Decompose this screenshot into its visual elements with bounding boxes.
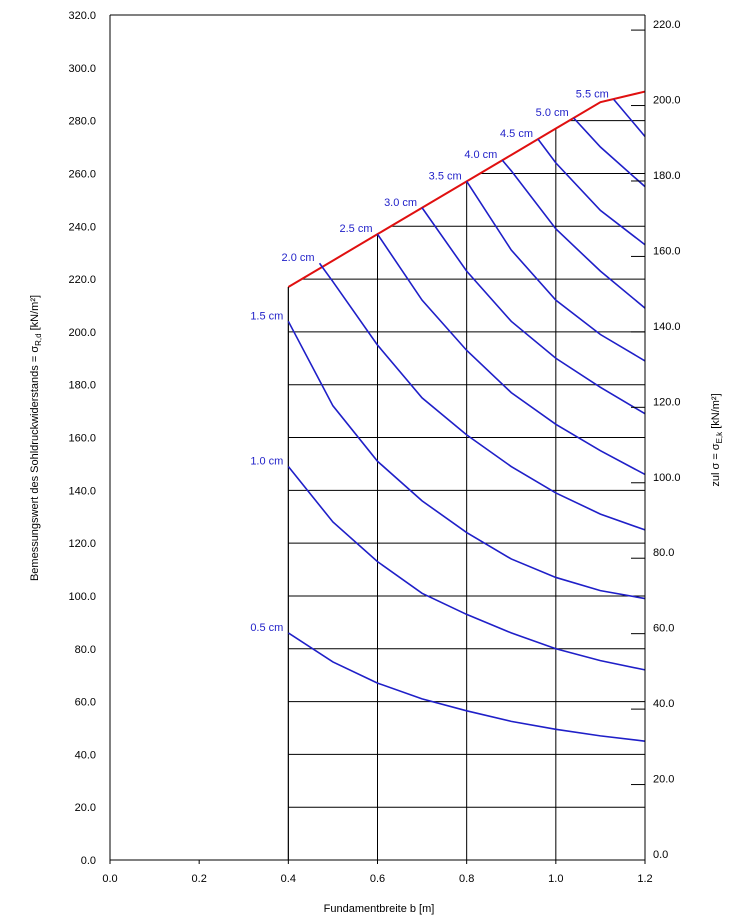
series-labels: 0.5 cm 1.0 cm 1.5 cm 2.0 cm 2.5 cm 3.0 cm 3.5 … <box>250 89 608 634</box>
y2-tick-labels: 0.0 20.0 40.0 60.0 80.0 100.0 120.0 140.0 160.0 1… <box>631 19 681 861</box>
y-tick-label-260.0: 260.0 <box>68 168 96 180</box>
y-tick-label-320.0: 320.0 <box>68 10 96 22</box>
series-label-1-0-cm: 1.0 cm <box>250 456 283 468</box>
series-line-4-5-cm <box>537 138 646 246</box>
x-tick-label-0.2: 0.2 <box>192 873 207 885</box>
y-tick-label-180.0: 180.0 <box>68 380 96 392</box>
x-tick-label-0.4: 0.4 <box>281 873 296 885</box>
series-label-4-5-cm: 4.5 cm <box>500 128 533 140</box>
x-tick-label-1.2: 1.2 <box>637 873 652 885</box>
y2-tick-label-220.0: 220.0 <box>653 19 681 31</box>
y2-axis-label-sub: E,k <box>715 431 724 444</box>
series-label-2-0-cm: 2.0 cm <box>282 252 315 264</box>
y-tick-label-60.0: 60.0 <box>75 697 96 709</box>
y-tick-label-300.0: 300.0 <box>68 63 96 75</box>
y2-tick-label-40.0: 40.0 <box>653 698 674 710</box>
series-line-2-5-cm <box>376 233 646 476</box>
series-line-1-5-cm <box>287 320 646 600</box>
y-tick-label-80.0: 80.0 <box>75 644 96 656</box>
series-line-5-0-cm <box>573 117 646 188</box>
y2-axis-label-unit: [kN/m²] <box>710 393 722 432</box>
x-tick-label-0.8: 0.8 <box>459 873 474 885</box>
series-label-5-5-cm: 5.5 cm <box>576 89 609 101</box>
y2-tick-label-160.0: 160.0 <box>653 245 681 257</box>
y-tick-label-140.0: 140.0 <box>68 485 96 497</box>
series-line-3-5-cm <box>465 180 646 362</box>
y2-tick-label-140.0: 140.0 <box>653 321 681 333</box>
y-axis-label-main: Bemessungswert des Sohldruckwiderstands … <box>29 346 41 581</box>
y-tick-label-220.0: 220.0 <box>68 274 96 286</box>
y-tick-label-100.0: 100.0 <box>68 591 96 603</box>
y2-tick-label-200.0: 200.0 <box>653 95 681 107</box>
y2-axis-label: zul σ = σE,k [kN/m²] <box>710 393 724 486</box>
y-tick-labels: 0.0 20.0 40.0 60.0 80.0 100.0 120.0 140.0 160.0 1… <box>68 10 96 867</box>
grid <box>287 120 645 860</box>
y-tick-label-160.0: 160.0 <box>68 433 96 445</box>
series-line-2-0-cm <box>318 262 646 531</box>
x-tick-labels: 0.0 0.2 0.4 0.6 0.8 1.0 1.2 <box>102 860 653 885</box>
y2-tick-label-20.0: 20.0 <box>653 774 674 786</box>
series-line-4-0-cm <box>501 159 646 309</box>
series-label-5-0-cm: 5.0 cm <box>536 107 569 119</box>
series-line-0-5-cm <box>287 632 646 742</box>
y-tick-label-120.0: 120.0 <box>68 538 96 550</box>
y2-tick-label-120.0: 120.0 <box>653 396 681 408</box>
y2-tick-label-0.0: 0.0 <box>653 849 668 861</box>
settlement-series-layer <box>287 98 646 742</box>
series-label-0-5-cm: 0.5 cm <box>250 622 283 634</box>
y-tick-label-40.0: 40.0 <box>75 749 96 761</box>
y-tick-label-280.0: 280.0 <box>68 116 96 128</box>
x-tick-label-0.6: 0.6 <box>370 873 385 885</box>
series-line-1-0-cm <box>287 466 646 671</box>
y2-axis-label-main: zul σ = σ <box>710 443 722 486</box>
x-axis-label: Fundamentbreite b [m] <box>324 903 435 915</box>
x-tick-label-0.0: 0.0 <box>102 873 117 885</box>
y-axis-label: Bemessungswert des Sohldruckwiderstands … <box>29 295 43 581</box>
series-label-1-5-cm: 1.5 cm <box>250 310 283 322</box>
x-tick-label-1.0: 1.0 <box>548 873 563 885</box>
y-tick-label-20.0: 20.0 <box>75 802 96 814</box>
series-label-3-0-cm: 3.0 cm <box>384 197 417 209</box>
y-tick-label-240.0: 240.0 <box>68 221 96 233</box>
y-axis-label-sub: R,d <box>34 333 43 345</box>
series-label-2-5-cm: 2.5 cm <box>339 223 372 235</box>
y-tick-label-0.0: 0.0 <box>81 855 96 867</box>
y2-tick-label-100.0: 100.0 <box>653 472 681 484</box>
y2-tick-label-60.0: 60.0 <box>653 623 674 635</box>
series-line-3-0-cm <box>421 207 646 415</box>
series-line-5-5-cm <box>613 98 646 137</box>
y2-tick-label-80.0: 80.0 <box>653 547 674 559</box>
y-axis-label-unit: [kN/m²] <box>29 295 41 334</box>
y-tick-label-200.0: 200.0 <box>68 327 96 339</box>
y2-tick-label-180.0: 180.0 <box>653 170 681 182</box>
series-label-4-0-cm: 4.0 cm <box>464 149 497 161</box>
series-label-3-5-cm: 3.5 cm <box>429 170 462 182</box>
